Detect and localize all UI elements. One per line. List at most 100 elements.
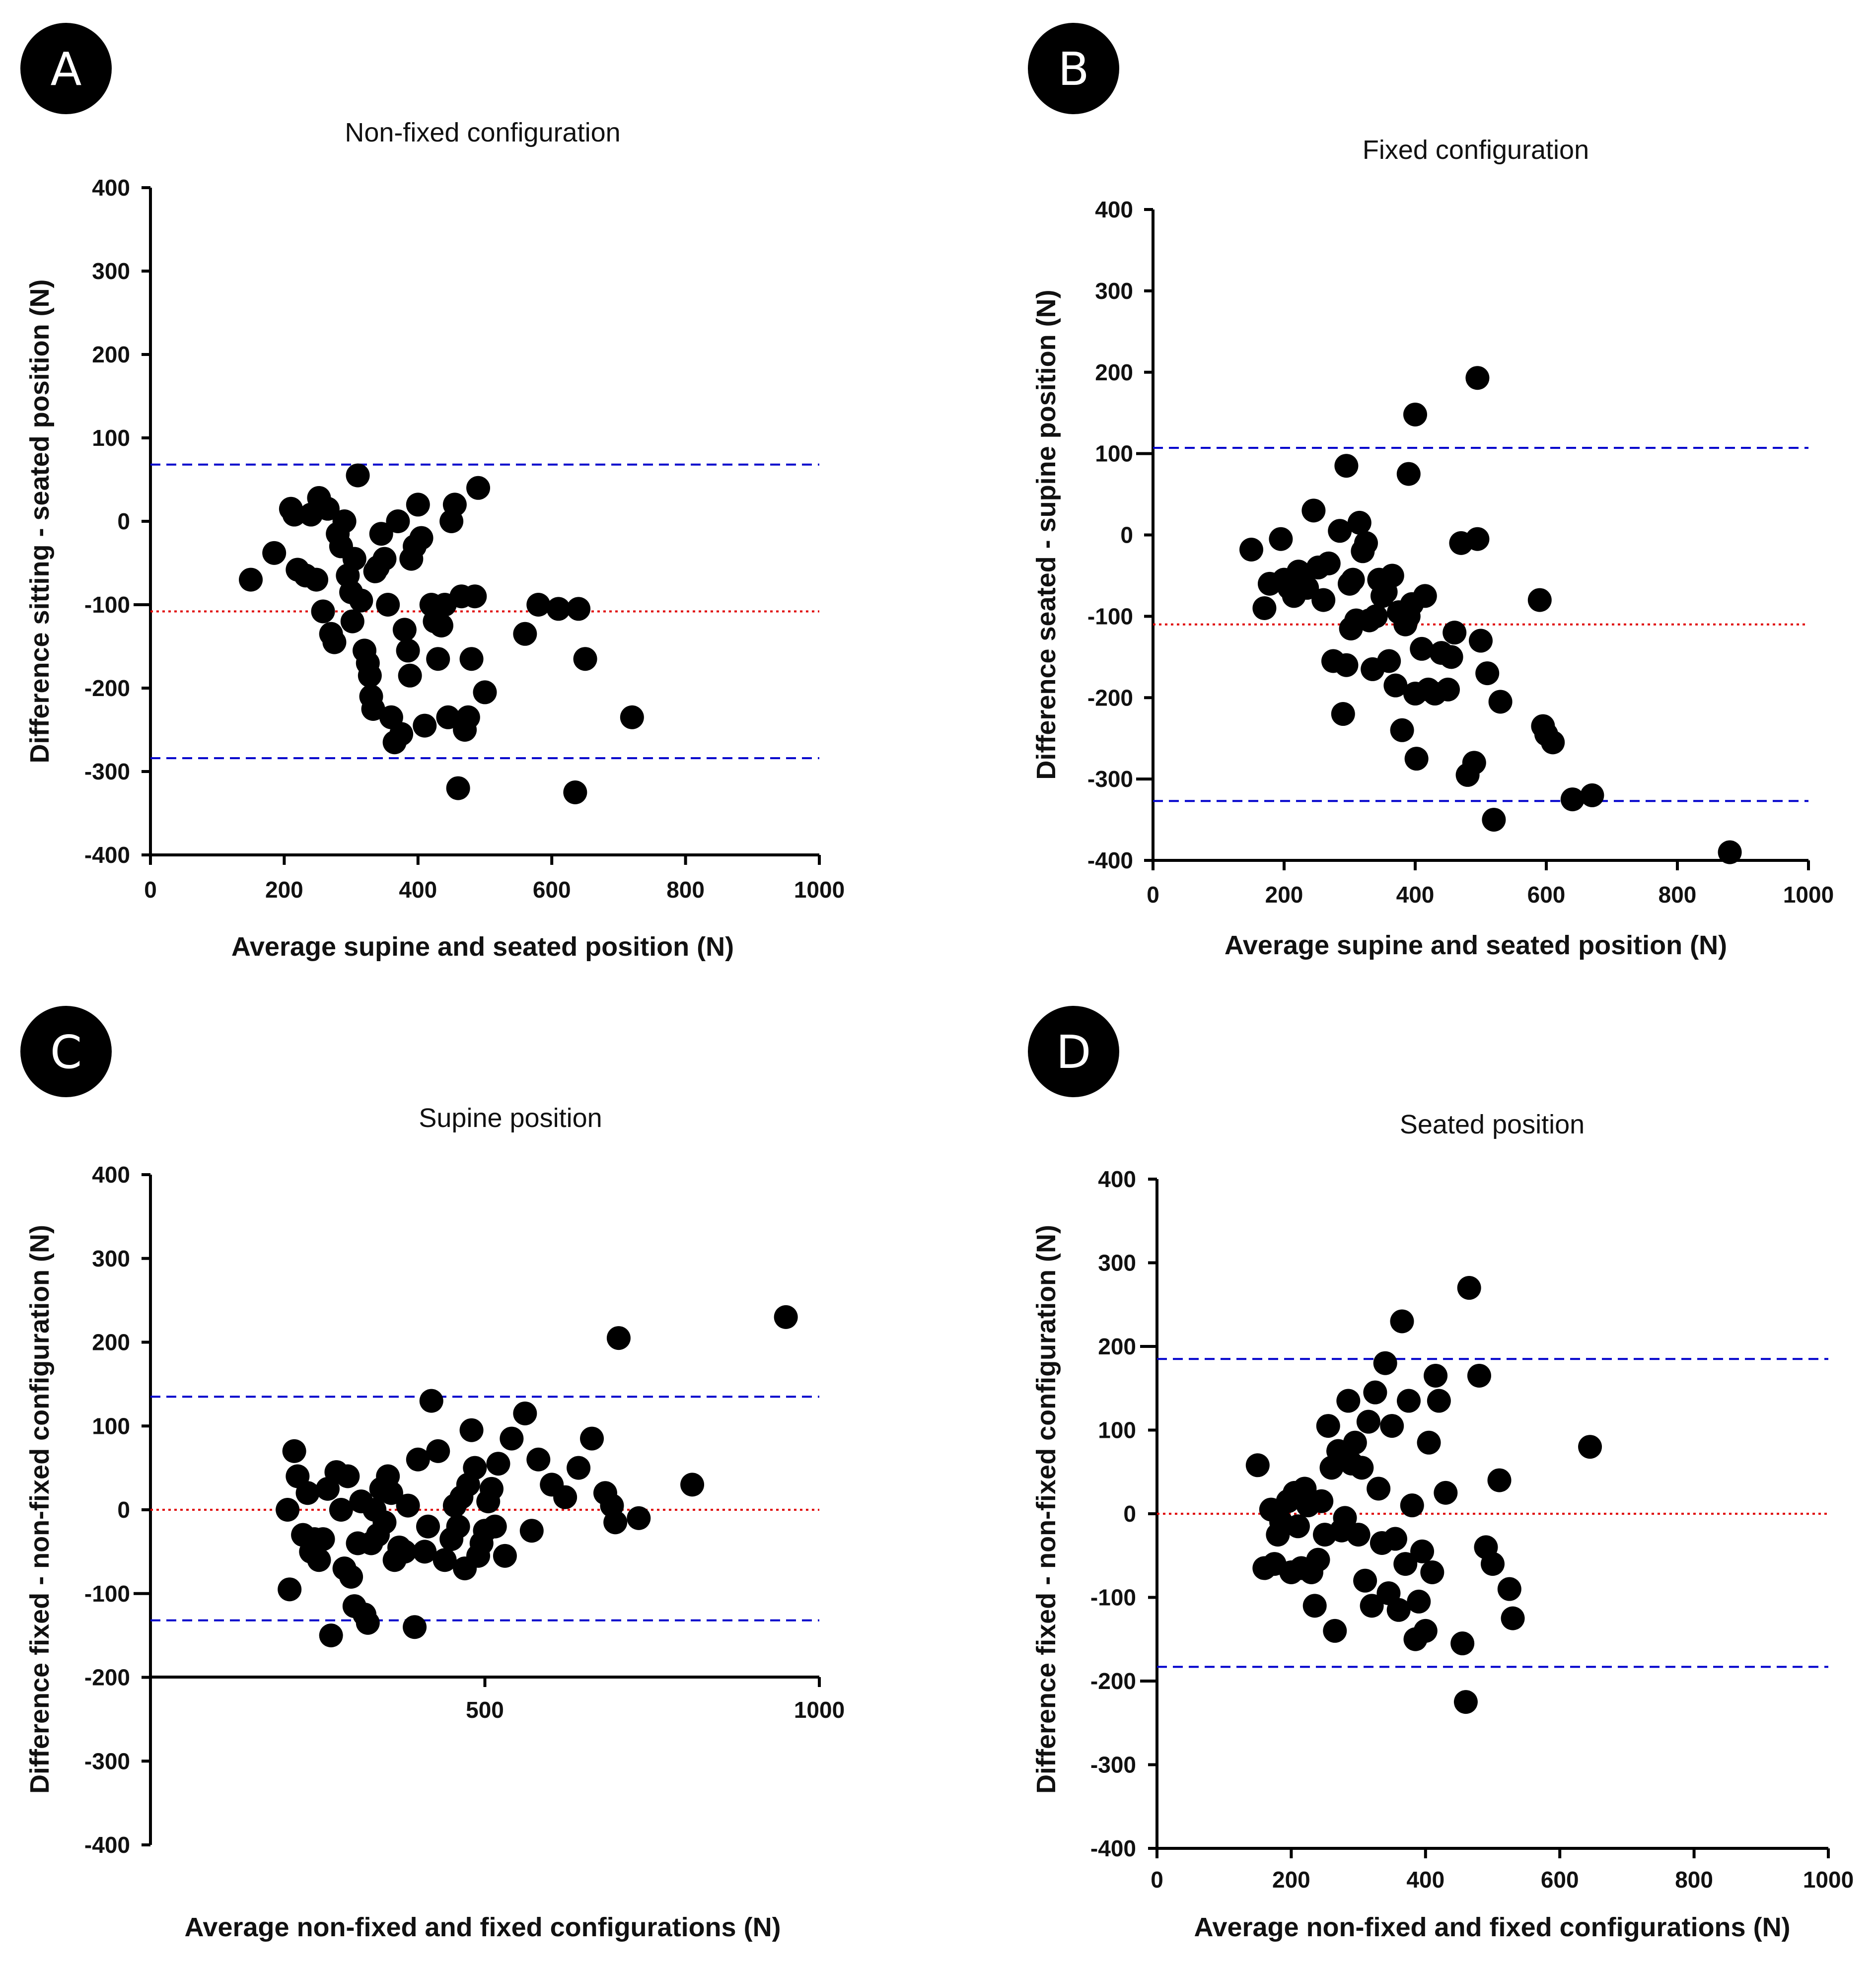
x-tick-label: 600 [1541, 1867, 1579, 1893]
panel-letter-badge [1028, 23, 1119, 114]
data-point [1439, 645, 1463, 669]
data-point [1580, 783, 1604, 807]
x-tick-label: 200 [1265, 882, 1303, 908]
data-point [1469, 629, 1493, 653]
data-point [519, 1519, 544, 1543]
data-point [1367, 1477, 1391, 1501]
x-tick-label: 0 [1147, 882, 1159, 908]
data-point [1443, 621, 1467, 645]
panel-letter-badge [1028, 1006, 1119, 1097]
data-point [409, 526, 433, 550]
x-tick-label: 0 [1151, 1867, 1163, 1893]
data-point [340, 609, 364, 633]
data-point [1333, 1506, 1357, 1530]
y-tick-label: -300 [1090, 1752, 1136, 1778]
y-tick-label: 0 [117, 508, 130, 534]
data-point [1390, 718, 1414, 742]
y-tick-label: 200 [1098, 1334, 1136, 1359]
data-point [456, 705, 480, 729]
chart-title: Supine position [419, 1103, 602, 1133]
y-axis-label: Difference fixed - non-fixed configurati… [1031, 1225, 1061, 1794]
y-tick-label: 300 [92, 258, 130, 284]
data-point [1404, 747, 1429, 771]
data-point [396, 638, 420, 663]
data-point [426, 1439, 450, 1463]
data-point [1301, 498, 1326, 523]
data-point [1497, 1577, 1521, 1601]
data-point [486, 1452, 510, 1476]
data-point [1316, 1414, 1340, 1438]
data-point [1487, 1468, 1512, 1492]
data-point [398, 663, 422, 688]
data-point [426, 647, 450, 671]
data-point [1413, 584, 1437, 608]
y-tick-label: 100 [92, 1413, 130, 1439]
data-point [262, 541, 287, 565]
data-point [336, 1464, 360, 1488]
data-point [563, 780, 587, 804]
data-point [1252, 596, 1277, 620]
data-point [406, 492, 430, 517]
data-point [436, 705, 460, 729]
data-point [1383, 1527, 1407, 1551]
data-point [493, 1544, 517, 1568]
y-tick-label: 200 [92, 1330, 130, 1355]
data-point [1482, 808, 1506, 832]
data-point [315, 496, 340, 521]
data-point [1393, 1552, 1418, 1576]
y-tick-label: 100 [92, 425, 130, 451]
panel-letter: C [50, 1026, 82, 1079]
x-tick-label: 800 [666, 877, 705, 903]
data-point [1286, 1514, 1310, 1539]
data-point [463, 584, 487, 609]
y-tick-label: 200 [92, 342, 130, 367]
x-tick-label: 400 [399, 877, 437, 903]
data-point [1386, 1598, 1411, 1622]
data-point [1373, 1351, 1397, 1375]
data-point [479, 1477, 504, 1501]
data-point [1475, 661, 1500, 686]
data-point [372, 547, 397, 571]
data-point [1334, 454, 1359, 478]
x-tick-label: 800 [1675, 1867, 1713, 1893]
x-tick-label: 600 [533, 877, 571, 903]
data-point [567, 1456, 591, 1480]
y-tick-label: 400 [92, 175, 130, 201]
x-tick-label: 1000 [794, 1697, 845, 1723]
data-point [1465, 366, 1490, 390]
data-point [1363, 1380, 1387, 1405]
data-point [1309, 1489, 1334, 1513]
x-axis-label: Average non-fixed and fixed configuratio… [184, 1912, 781, 1942]
y-tick-label: -400 [1087, 847, 1133, 873]
data-point [1397, 1389, 1421, 1413]
data-point [513, 622, 537, 646]
data-point [1323, 1618, 1347, 1643]
data-point [1354, 531, 1378, 555]
data-point [573, 647, 597, 671]
y-tick-label: -300 [84, 1748, 130, 1774]
x-axis-label: Average supine and seated position (N) [1225, 930, 1727, 960]
data-point [1527, 588, 1552, 612]
data-point [526, 1447, 551, 1472]
data-point [416, 1514, 440, 1539]
x-axis-label: Average supine and seated position (N) [231, 932, 734, 962]
data-point [603, 1510, 628, 1535]
x-tick-label: 200 [1272, 1867, 1310, 1893]
y-tick-label: -200 [84, 675, 130, 701]
y-tick-label: 200 [1095, 359, 1133, 385]
y-axis-label: Difference seated - supine position (N) [1031, 289, 1061, 779]
data-point [580, 1426, 604, 1451]
chart-title: Seated position [1400, 1110, 1585, 1139]
data-point [342, 547, 366, 571]
data-point [307, 1548, 331, 1572]
data-point [1269, 527, 1293, 551]
data-point [1341, 567, 1365, 592]
data-point [1390, 1309, 1414, 1334]
y-tick-label: -200 [84, 1665, 130, 1690]
data-point [1541, 730, 1565, 755]
data-point [1501, 1606, 1525, 1630]
data-point [459, 647, 484, 671]
x-tick-label: 1000 [794, 877, 845, 903]
